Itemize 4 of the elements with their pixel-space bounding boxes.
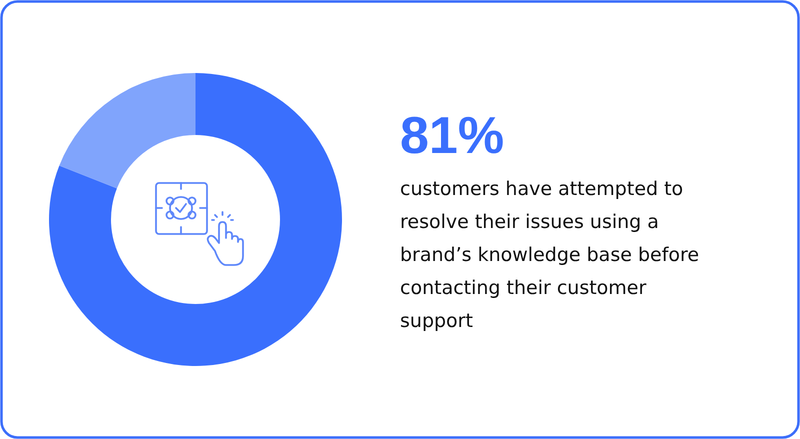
donut-slice bbox=[49, 73, 342, 366]
donut-slice bbox=[59, 73, 196, 188]
text: customers have attempted to resolve their issues using a brand’s knowledge base before contacting their customer support bbox=[400, 177, 700, 334]
text: 81% bbox=[400, 107, 504, 165]
